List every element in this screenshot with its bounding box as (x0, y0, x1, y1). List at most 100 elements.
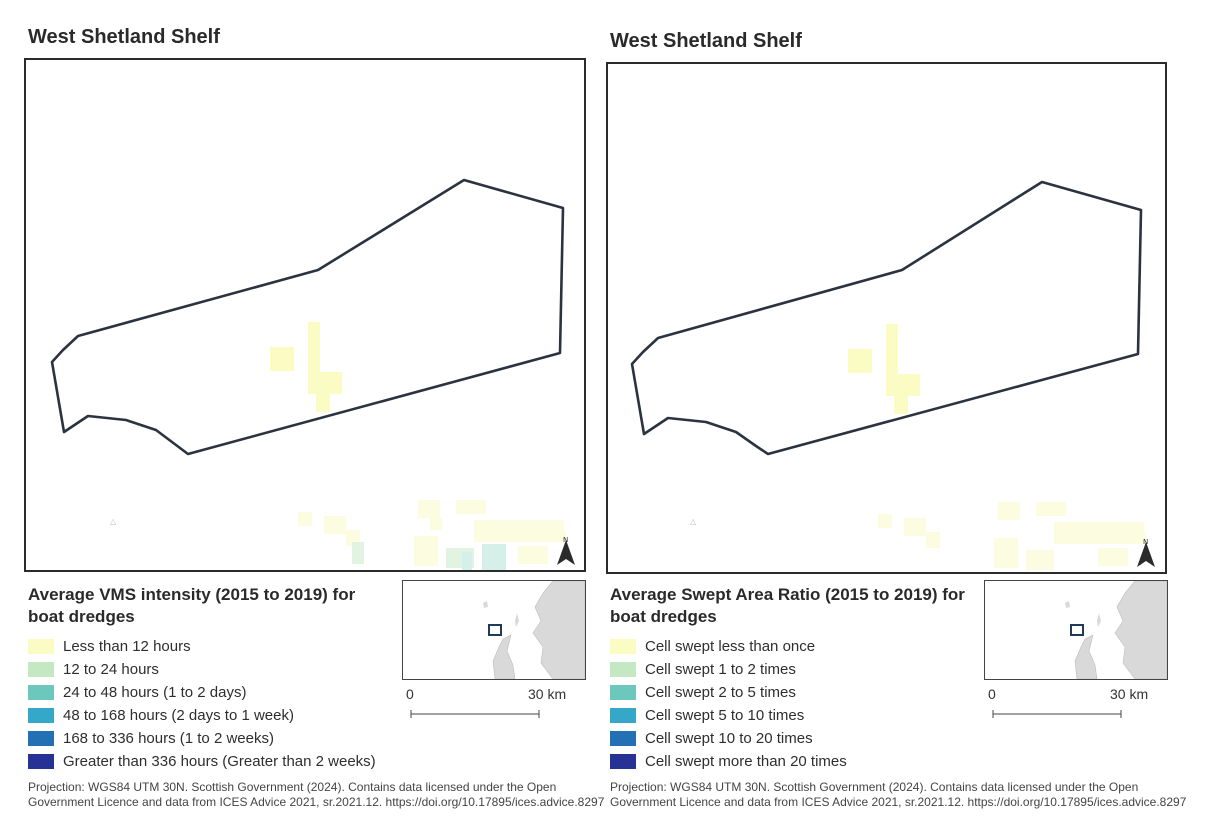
map-panel-vms: West Shetland Shelf (24, 0, 614, 838)
fishing-cell (1026, 550, 1054, 570)
fishing-cell (316, 394, 330, 412)
scale-bar: 0 30 km (988, 686, 1168, 726)
fishing-cell (474, 520, 564, 542)
land-faroe (483, 601, 488, 608)
legend-swatch (28, 754, 54, 769)
land-faroe (1065, 601, 1070, 608)
legend: Less than 12 hours 12 to 24 hours 24 to … (28, 635, 376, 773)
small-marker: △ (690, 517, 697, 526)
fishing-cell (894, 396, 908, 414)
map-title: West Shetland Shelf (28, 26, 220, 48)
legend-swatch (610, 708, 636, 723)
legend-label: Greater than 336 hours (Greater than 2 w… (63, 753, 376, 770)
legend-label: 24 to 48 hours (1 to 2 days) (63, 684, 247, 701)
legend-label: 168 to 336 hours (1 to 2 weeks) (63, 730, 274, 747)
fishing-cell (886, 324, 898, 396)
land-scandinavia (1114, 581, 1167, 679)
legend-item: Greater than 336 hours (Greater than 2 w… (28, 750, 376, 773)
legend-label: Cell swept 5 to 10 times (645, 707, 805, 724)
svg-text:N: N (563, 536, 568, 544)
scale-bar: 0 30 km (406, 686, 586, 726)
map-credit: Projection: WGS84 UTM 30N. Scottish Gove… (610, 780, 1187, 809)
fishing-cell (430, 518, 442, 530)
site-locator-box (1070, 624, 1084, 636)
legend: Cell swept less than once Cell swept 1 t… (610, 635, 847, 773)
fishing-cell (418, 500, 440, 518)
fishing-cell (482, 544, 506, 570)
fishing-cell (1134, 532, 1146, 544)
north-arrow: N (1137, 538, 1155, 567)
land-shetland (1097, 613, 1101, 627)
fishing-cell (462, 552, 472, 570)
legend-swatch (610, 731, 636, 746)
scale-zero-label: 0 (988, 686, 996, 702)
legend-swatch (28, 708, 54, 723)
land-scandinavia (532, 581, 585, 679)
legend-swatch (28, 662, 54, 677)
legend-title: Average VMS intensity (2015 to 2019) for… (28, 585, 356, 626)
map-title: West Shetland Shelf (610, 30, 802, 52)
scale-line (410, 710, 540, 718)
legend-item: Cell swept less than once (610, 635, 847, 658)
legend-swatch (610, 662, 636, 677)
fishing-cell (324, 516, 346, 534)
scale-zero-label: 0 (406, 686, 414, 702)
fishing-cell (994, 538, 1018, 568)
fishing-cell (898, 374, 920, 396)
legend-swatch (28, 685, 54, 700)
legend-title: Average Swept Area Ratio (2015 to 2019) … (610, 585, 965, 626)
fishing-cells (270, 322, 566, 570)
map-panel-sar: West Shetland Shelf △ (606, 0, 1196, 838)
fishing-cell (298, 512, 312, 526)
fishing-cell (456, 500, 486, 514)
svg-text:N: N (1143, 538, 1148, 546)
scale-line (992, 710, 1122, 718)
main-map[interactable]: △ N (606, 62, 1167, 574)
fishing-cell (320, 372, 342, 394)
site-boundary (50, 178, 565, 456)
fishing-cell (352, 542, 364, 564)
legend-item: Less than 12 hours (28, 635, 376, 658)
fishing-cell (270, 347, 294, 371)
main-map[interactable]: △ N (24, 58, 586, 572)
fishing-cell (904, 518, 926, 536)
north-arrow: N (557, 536, 575, 565)
scale-max-label: 30 km (1110, 686, 1149, 702)
legend-label: 12 to 24 hours (63, 661, 159, 678)
fishing-cell (1054, 522, 1144, 544)
site-locator-box (488, 624, 502, 636)
legend-swatch (610, 754, 636, 769)
legend-item: 168 to 336 hours (1 to 2 weeks) (28, 727, 376, 750)
locator-inset-map (402, 580, 586, 680)
fishing-cells (848, 324, 1146, 570)
map-credit: Projection: WGS84 UTM 30N. Scottish Gove… (28, 780, 605, 809)
legend-label: Cell swept more than 20 times (645, 753, 847, 770)
legend-swatch (610, 685, 636, 700)
fishing-cell (1098, 548, 1128, 566)
legend-label: Less than 12 hours (63, 638, 191, 655)
legend-item: Cell swept 2 to 5 times (610, 681, 847, 704)
legend-label: Cell swept 10 to 20 times (645, 730, 813, 747)
fishing-cell (414, 536, 438, 566)
legend-item: 48 to 168 hours (2 days to 1 week) (28, 704, 376, 727)
legend-swatch (28, 731, 54, 746)
legend-item: Cell swept 5 to 10 times (610, 704, 847, 727)
fishing-cell (518, 546, 548, 564)
fishing-cell (926, 532, 940, 548)
legend-item: 12 to 24 hours (28, 658, 376, 681)
legend-item: Cell swept 10 to 20 times (610, 727, 847, 750)
scale-max-label: 30 km (528, 686, 567, 702)
legend-item: Cell swept more than 20 times (610, 750, 847, 773)
fishing-cell (848, 349, 872, 373)
legend-label: Cell swept 2 to 5 times (645, 684, 796, 701)
fishing-cell (998, 502, 1020, 520)
legend-item: Cell swept 1 to 2 times (610, 658, 847, 681)
legend-swatch (28, 639, 54, 654)
land-scotland (1074, 634, 1098, 679)
legend-swatch (610, 639, 636, 654)
legend-item: 24 to 48 hours (1 to 2 days) (28, 681, 376, 704)
site-boundary (630, 180, 1143, 456)
land-shetland (515, 613, 519, 627)
land-scotland (492, 634, 516, 679)
fishing-cell (554, 530, 566, 542)
